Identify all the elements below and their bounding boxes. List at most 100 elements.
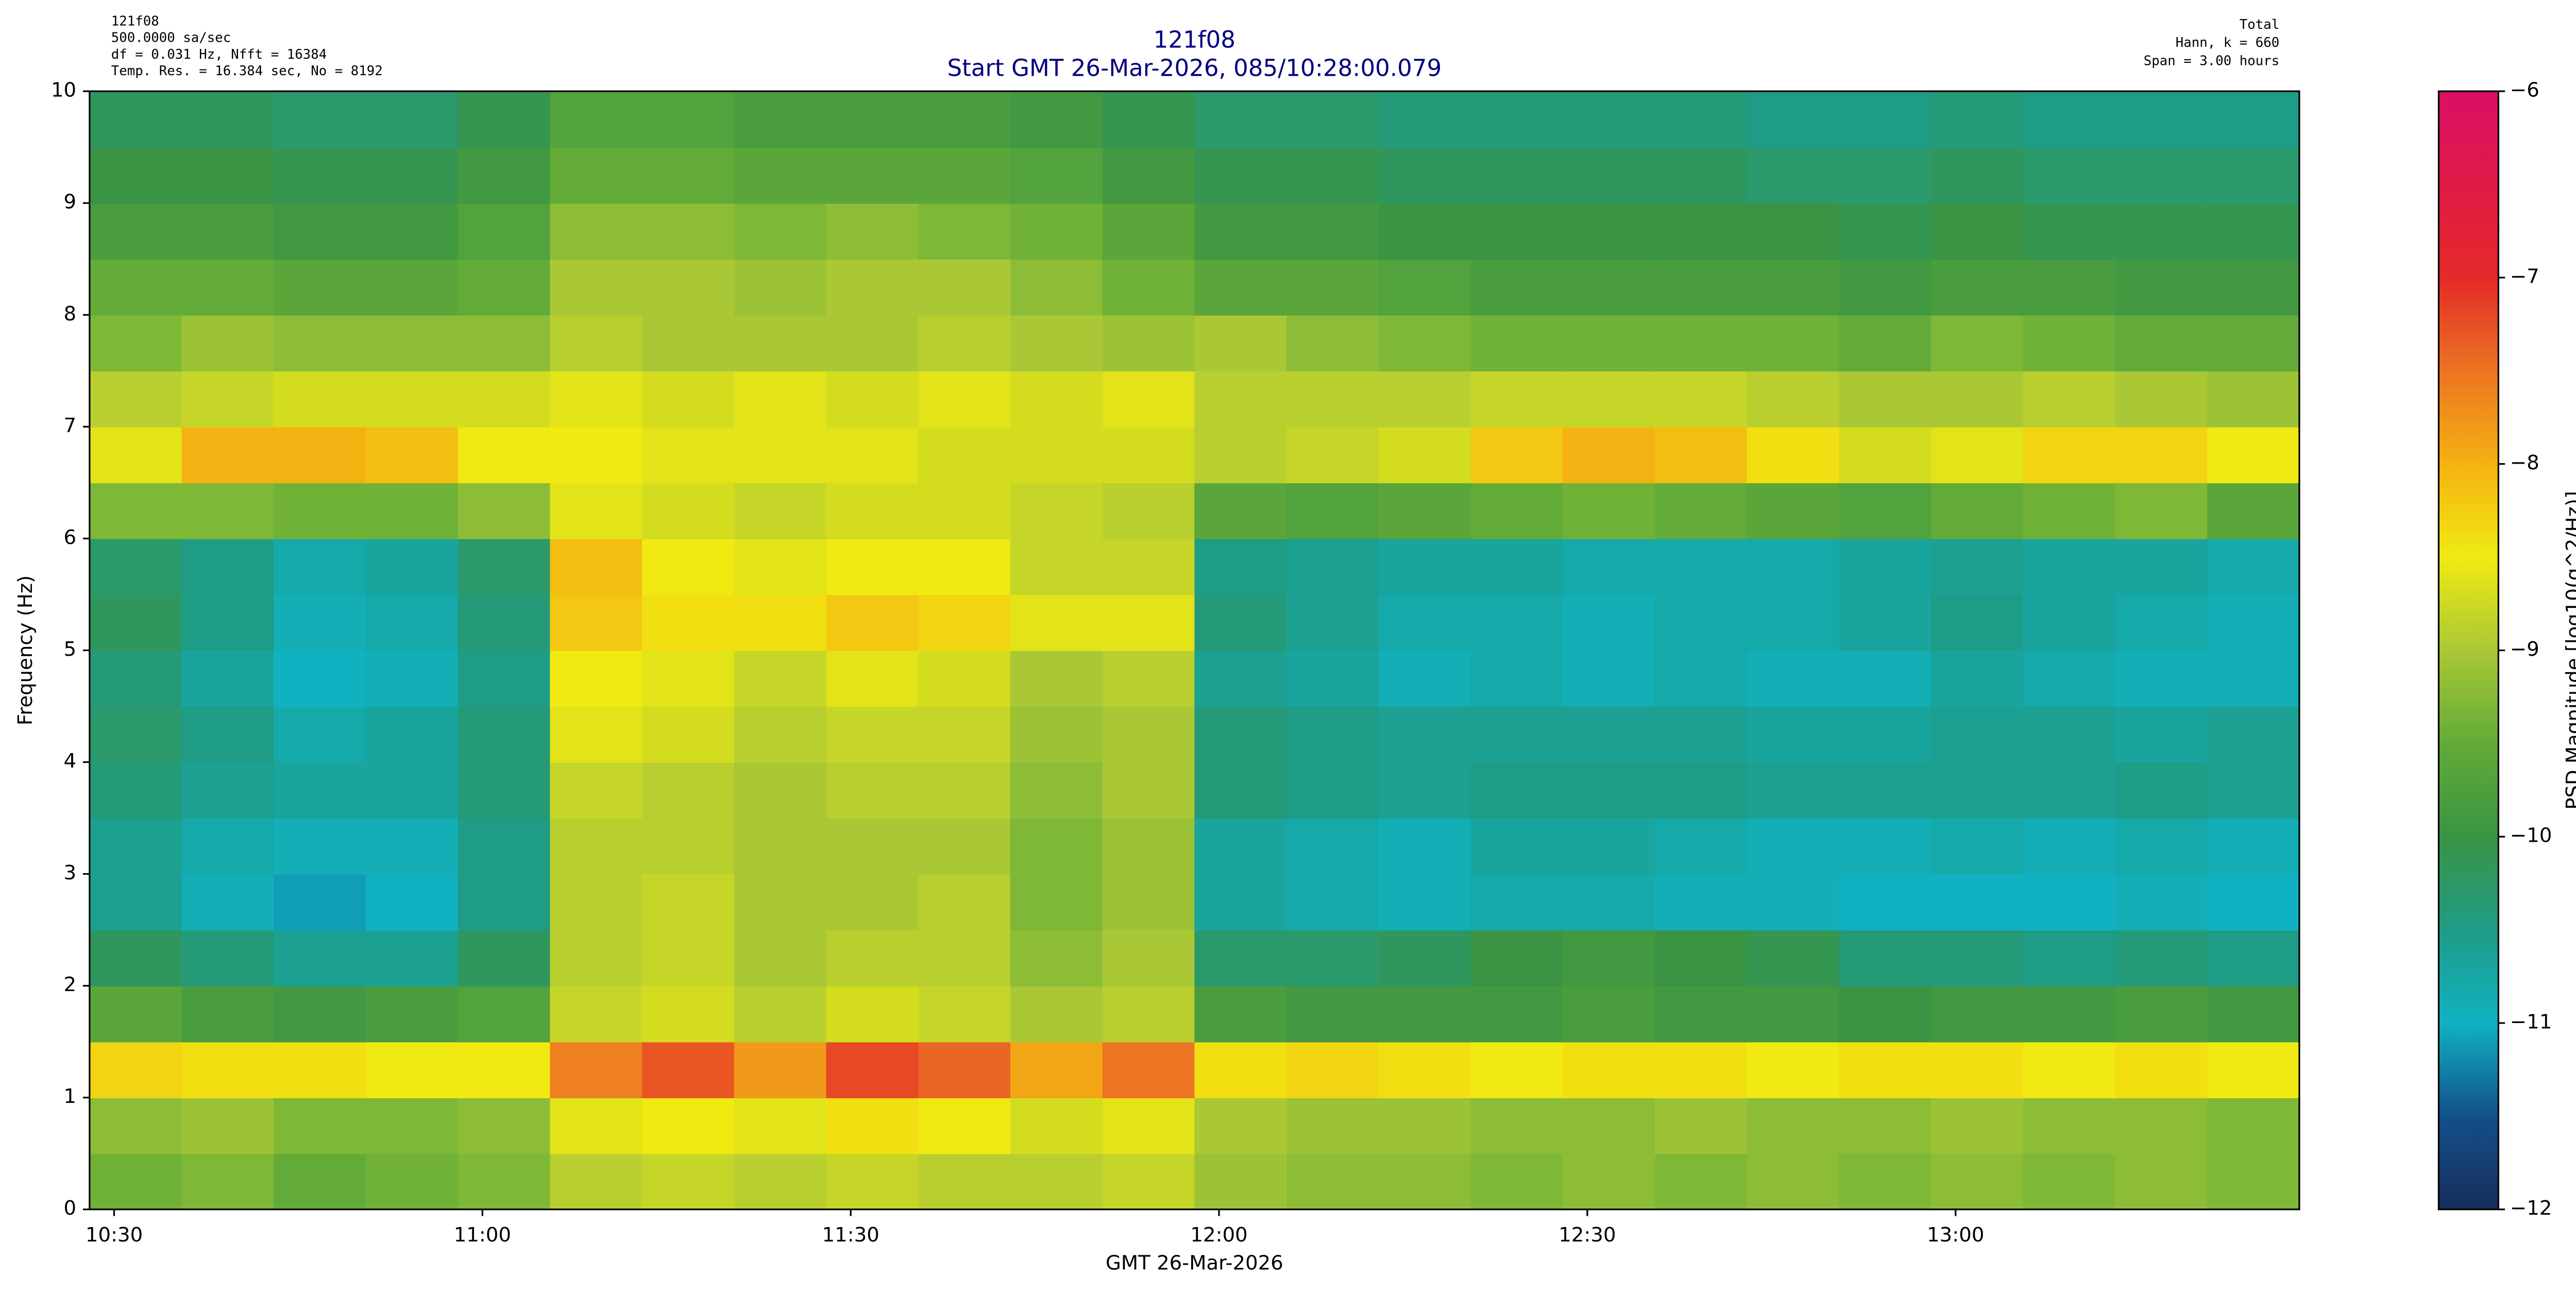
heatmap-cell xyxy=(1286,985,1380,1043)
heatmap-cell xyxy=(2207,706,2300,763)
heatmap-cell xyxy=(1378,874,1471,931)
heatmap-cell xyxy=(274,985,367,1043)
heatmap-cell xyxy=(1378,1097,1471,1154)
heatmap-cell xyxy=(1010,762,1103,819)
heatmap-cell xyxy=(1286,1153,1380,1211)
colorbar-tick-label: −10 xyxy=(2510,824,2552,847)
heatmap-cell xyxy=(1194,594,1287,651)
heatmap-cell xyxy=(1654,147,1748,204)
heatmap-cell xyxy=(457,203,551,260)
heatmap-cell xyxy=(1010,874,1103,931)
y-tick-label: 7 xyxy=(64,414,77,437)
heatmap-cell xyxy=(1286,874,1380,931)
heatmap-cell xyxy=(1102,594,1195,651)
heatmap-cell xyxy=(274,818,367,875)
heatmap-cell xyxy=(89,147,182,204)
heatmap-cell xyxy=(1839,538,1932,595)
heatmap-cell xyxy=(181,1042,275,1098)
heatmap-cell xyxy=(1747,1097,1840,1154)
heatmap-cell xyxy=(1378,1153,1471,1211)
heatmap-cell xyxy=(2115,91,2208,148)
heatmap-cell xyxy=(1194,427,1287,484)
heatmap-cell xyxy=(1010,1097,1103,1154)
heatmap-cell xyxy=(1654,930,1748,986)
y-tick-label: 9 xyxy=(64,191,77,214)
heatmap-cell xyxy=(1747,538,1840,595)
heatmap-cell xyxy=(826,427,919,484)
heatmap-cell xyxy=(1194,482,1287,539)
heatmap-cell xyxy=(89,427,182,484)
colorbar-label: PSD Magnitude [log10(g^2/Hz)] xyxy=(2562,491,2576,810)
heatmap-cell xyxy=(826,147,919,204)
heatmap-cell xyxy=(1839,259,1932,316)
heatmap-cell xyxy=(1931,315,2024,372)
heatmap-cell xyxy=(457,1153,551,1211)
heatmap-cell xyxy=(1470,1097,1564,1154)
heatmap-cell xyxy=(89,706,182,763)
heatmap-cell xyxy=(1931,370,2024,428)
heatmap-cell xyxy=(1747,370,1840,428)
heatmap-cell xyxy=(366,91,459,148)
heatmap-cell xyxy=(1102,930,1195,986)
heatmap-cell xyxy=(642,538,735,595)
heatmap-cell xyxy=(1286,203,1380,260)
heatmap-cell xyxy=(2115,706,2208,763)
heatmap-cell xyxy=(826,91,919,148)
heatmap-cell xyxy=(550,259,643,316)
heatmap-cell xyxy=(1286,1097,1380,1154)
heatmap-cell xyxy=(1931,650,2024,707)
heatmap-cell xyxy=(1747,427,1840,484)
heatmap-cell xyxy=(1194,91,1287,148)
heatmap-cell xyxy=(2023,482,2116,539)
x-tick-label: 10:30 xyxy=(86,1223,143,1247)
heatmap-cell xyxy=(1839,315,1932,372)
heatmap-cell xyxy=(181,315,275,372)
y-tick-label: 8 xyxy=(64,302,77,326)
heatmap-cell xyxy=(366,1042,459,1098)
heatmap-cell xyxy=(2023,1153,2116,1211)
heatmap-cell xyxy=(734,594,827,651)
heatmap-cell xyxy=(1470,985,1564,1043)
heatmap-cell xyxy=(89,818,182,875)
heatmap-cell xyxy=(457,427,551,484)
heatmap-cell xyxy=(642,874,735,931)
heatmap-cell xyxy=(1194,203,1287,260)
heatmap-cell xyxy=(1102,203,1195,260)
heatmap-cell xyxy=(1194,147,1287,204)
heatmap-cell xyxy=(1563,259,1656,316)
heatmap-cell xyxy=(550,650,643,707)
heatmap-cell xyxy=(274,874,367,931)
heatmap-cell xyxy=(826,594,919,651)
heatmap-cell xyxy=(1654,427,1748,484)
heatmap-cell xyxy=(1102,985,1195,1043)
heatmap-cell xyxy=(1010,315,1103,372)
heatmap-cell xyxy=(1194,370,1287,428)
heatmap-cell xyxy=(2115,370,2208,428)
heatmap-cell xyxy=(274,203,367,260)
heatmap-cell xyxy=(1839,482,1932,539)
heatmap-cell xyxy=(734,762,827,819)
heatmap-cell xyxy=(734,706,827,763)
heatmap-cell xyxy=(1470,930,1564,986)
heatmap-cell xyxy=(550,91,643,148)
heatmap-cell xyxy=(1378,482,1471,539)
heatmap-cell xyxy=(1839,930,1932,986)
heatmap-cell xyxy=(550,482,643,539)
heatmap-cell xyxy=(366,874,459,931)
heatmap-cell xyxy=(1931,985,2024,1043)
x-tick-label: 12:00 xyxy=(1190,1223,1247,1247)
heatmap-cell xyxy=(89,1097,182,1154)
heatmap-cell xyxy=(1194,985,1287,1043)
heatmap-cell xyxy=(2115,1153,2208,1211)
heatmap-cell xyxy=(826,1042,919,1098)
heatmap-cell xyxy=(550,147,643,204)
chart-subtitle: Start GMT 26-Mar-2026, 085/10:28:00.079 xyxy=(947,54,1442,81)
heatmap-cell xyxy=(2207,985,2300,1043)
heatmap-cell xyxy=(2207,370,2300,428)
heatmap-cell xyxy=(1378,538,1471,595)
heatmap-cell xyxy=(1931,594,2024,651)
heatmap-cell xyxy=(1102,650,1195,707)
heatmap-cell xyxy=(366,482,459,539)
heatmap-cell xyxy=(1563,370,1656,428)
heatmap-cell xyxy=(918,985,1011,1043)
